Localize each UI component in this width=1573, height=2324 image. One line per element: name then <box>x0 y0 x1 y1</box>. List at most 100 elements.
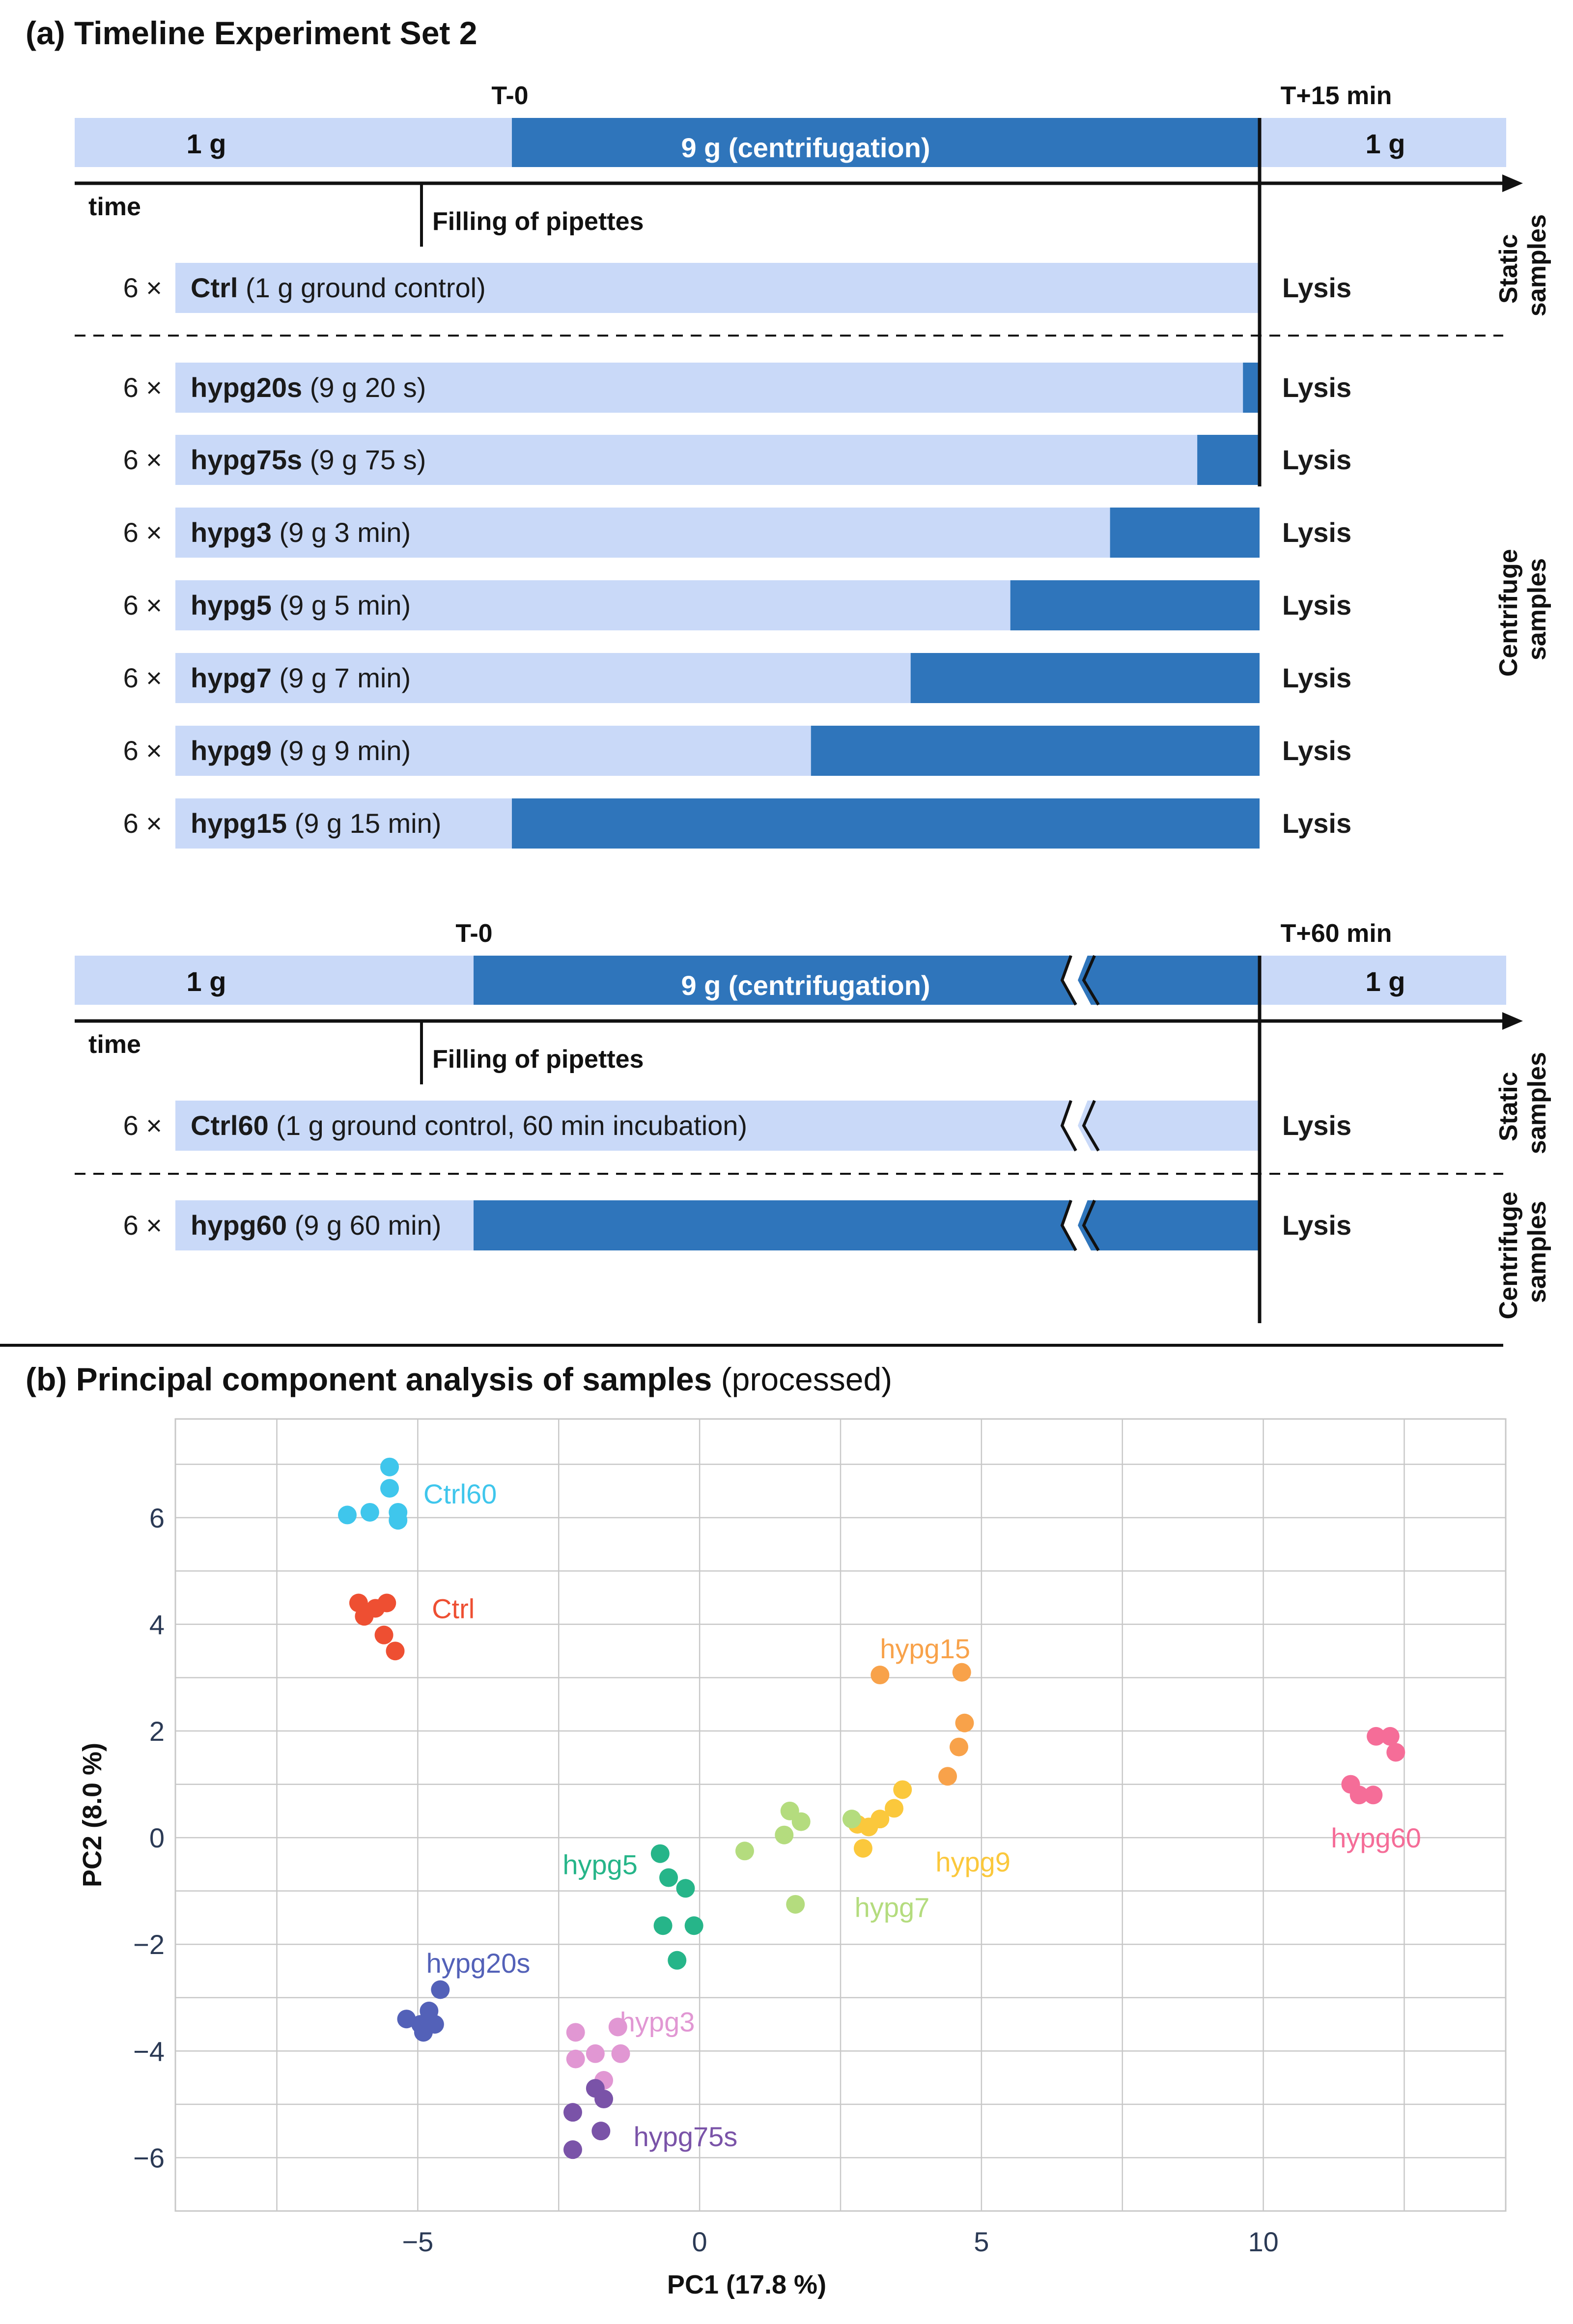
series-Ctrl <box>349 1593 405 1661</box>
group-label-hypg75s: hypg75s <box>634 2121 738 2152</box>
timeline-block-60min: T-0 T+60 min 1 g 9 g (centrifugation) 1 … <box>75 919 1551 1323</box>
time-break-marker <box>1060 1197 1100 1253</box>
lysis-label: Lysis <box>1282 1210 1351 1241</box>
filling-label: Filling of pipettes <box>432 207 644 236</box>
sample-desc: (9 g 60 min) <box>287 1210 441 1241</box>
sample-bar-centrifugation <box>1110 508 1260 558</box>
replicate-count: 6 × <box>123 590 162 621</box>
sample-row-Ctrl60: 6 × Ctrl60 (1 g ground control, 60 min in… <box>123 1098 1351 1154</box>
data-point <box>676 1879 695 1898</box>
lysis-label: Lysis <box>1282 517 1351 548</box>
centrifugation-label-60: 9 g (centrifugation) <box>681 970 930 1001</box>
pre-1g-bar-60 <box>75 956 474 1005</box>
scatter-points <box>337 1457 1405 2159</box>
y-tick-label: 2 <box>149 1716 165 1747</box>
data-point <box>591 2122 611 2141</box>
y-axis-ticks: −6 −4 −2 0 2 4 6 <box>133 1502 165 2174</box>
sample-name: hypg3 <box>191 517 272 548</box>
sample-bar-light <box>175 508 1260 558</box>
sample-name: hypg9 <box>191 735 272 766</box>
static-label-line1: Static <box>1494 234 1523 304</box>
time-label-60: time <box>88 1030 141 1059</box>
sample-name: Ctrl60 <box>191 1110 269 1141</box>
data-point <box>374 1625 393 1644</box>
sample-label: Ctrl (1 g ground control) <box>191 272 486 303</box>
sample-desc: (1 g ground control) <box>238 272 485 303</box>
data-point <box>653 1916 673 1935</box>
sample-label: hypg5 (9 g 5 min) <box>191 590 411 621</box>
data-point <box>668 1951 687 1970</box>
series-hypg9 <box>848 1780 912 1858</box>
lysis-label: Lysis <box>1282 662 1351 693</box>
sample-name: hypg75s <box>191 444 302 475</box>
panel-b-pca: (b) Principal component analysis of samp… <box>26 1361 1507 2299</box>
static-samples-label-60: Static samples <box>1494 1052 1551 1154</box>
sample-bar-centrifugation <box>1010 580 1260 630</box>
data-point <box>566 2049 585 2069</box>
panel-b-title-bold: (b) Principal component analysis of samp… <box>26 1361 712 1397</box>
x-tick-label: 0 <box>692 2226 707 2257</box>
sample-row-hypg20s: 6 × hypg20s (9 g 20 s) Lysis <box>123 363 1351 413</box>
sample-desc: (1 g ground control, 60 min incubation) <box>269 1110 747 1141</box>
data-point <box>594 2090 614 2109</box>
lysis-label: Lysis <box>1282 1110 1351 1141</box>
pre-1g-label-60: 1 g <box>187 966 226 997</box>
centrifugation-bar-60 <box>474 956 1260 1005</box>
post-1g-label: 1 g <box>1366 128 1405 159</box>
sample-bar-centrifugation <box>1197 435 1260 485</box>
replicate-count: 6 × <box>123 1110 162 1141</box>
y-tick-label: 4 <box>149 1609 165 1640</box>
sample-bar-centrifugation <box>811 726 1260 776</box>
centrifuge-samples-label: Centrifuge samples <box>1494 542 1551 677</box>
sample-row-hypg75s: 6 × hypg75s (9 g 75 s) Lysis <box>123 435 1351 485</box>
group-label-Ctrl60: Ctrl60 <box>423 1478 497 1509</box>
centrifuge-samples-label-60: Centrifuge samples <box>1494 1185 1551 1319</box>
replicate-count: 6 × <box>123 1210 162 1241</box>
post-1g-label-60: 1 g <box>1366 966 1405 997</box>
sample-label: hypg20s (9 g 20 s) <box>191 372 426 403</box>
panel-a-timeline: (a) Timeline Experiment Set 2 T-0 T+15 m… <box>0 15 1551 1347</box>
lysis-label: Lysis <box>1282 735 1351 766</box>
sample-label: hypg3 (9 g 3 min) <box>191 517 411 548</box>
sample-rows-60min: 6 × Ctrl60 (1 g ground control, 60 min in… <box>123 1098 1351 1253</box>
pre-1g-bar <box>75 118 512 167</box>
x-axis-label: PC1 (17.8 %) <box>667 2270 826 2299</box>
data-point <box>659 1868 678 1887</box>
data-point <box>1380 1727 1400 1746</box>
sample-row-hypg5: 6 × hypg5 (9 g 5 min) Lysis <box>123 580 1351 630</box>
series-hypg60 <box>1341 1727 1405 1805</box>
y-tick-label: 6 <box>149 1502 165 1533</box>
data-point <box>842 1810 861 1829</box>
data-point <box>608 2017 627 2037</box>
sample-bar-light <box>175 263 1260 313</box>
data-point <box>360 1502 379 1522</box>
sample-desc: (9 g 9 min) <box>272 735 411 766</box>
group-label-hypg20s: hypg20s <box>426 1948 531 1979</box>
data-point <box>380 1457 399 1476</box>
x-axis-ticks: −5 0 5 10 <box>402 2226 1278 2257</box>
series-hypg75s <box>563 2079 614 2159</box>
tend-label: T+15 min <box>1281 82 1392 110</box>
centrifuge-label-line1: Centrifuge <box>1494 549 1523 677</box>
x-tick-label: −5 <box>402 2226 433 2257</box>
x-tick-label: 5 <box>974 2226 989 2257</box>
centrifuge-label-line1-60: Centrifuge <box>1494 1191 1523 1319</box>
x-tick-label: 10 <box>1248 2226 1278 2257</box>
data-point <box>380 1479 399 1498</box>
data-point <box>853 1839 872 1858</box>
sample-desc: (9 g 75 s) <box>302 444 426 475</box>
centrifuge-label-line2: samples <box>1523 558 1551 660</box>
t0-label: T-0 <box>491 82 528 110</box>
sample-bar-centrifugation <box>474 1200 1260 1250</box>
series-hypg20s <box>397 1980 450 2042</box>
sample-label: Ctrl60 (1 g ground control, 60 min incub… <box>191 1110 747 1141</box>
static-label-line2: samples <box>1523 214 1551 316</box>
sample-desc: (9 g 15 min) <box>287 808 441 839</box>
data-point <box>1367 1727 1386 1746</box>
data-point <box>786 1895 805 1914</box>
data-point <box>611 2044 630 2063</box>
data-point <box>650 1844 670 1863</box>
data-point <box>791 1812 811 1831</box>
data-point <box>566 2023 585 2042</box>
